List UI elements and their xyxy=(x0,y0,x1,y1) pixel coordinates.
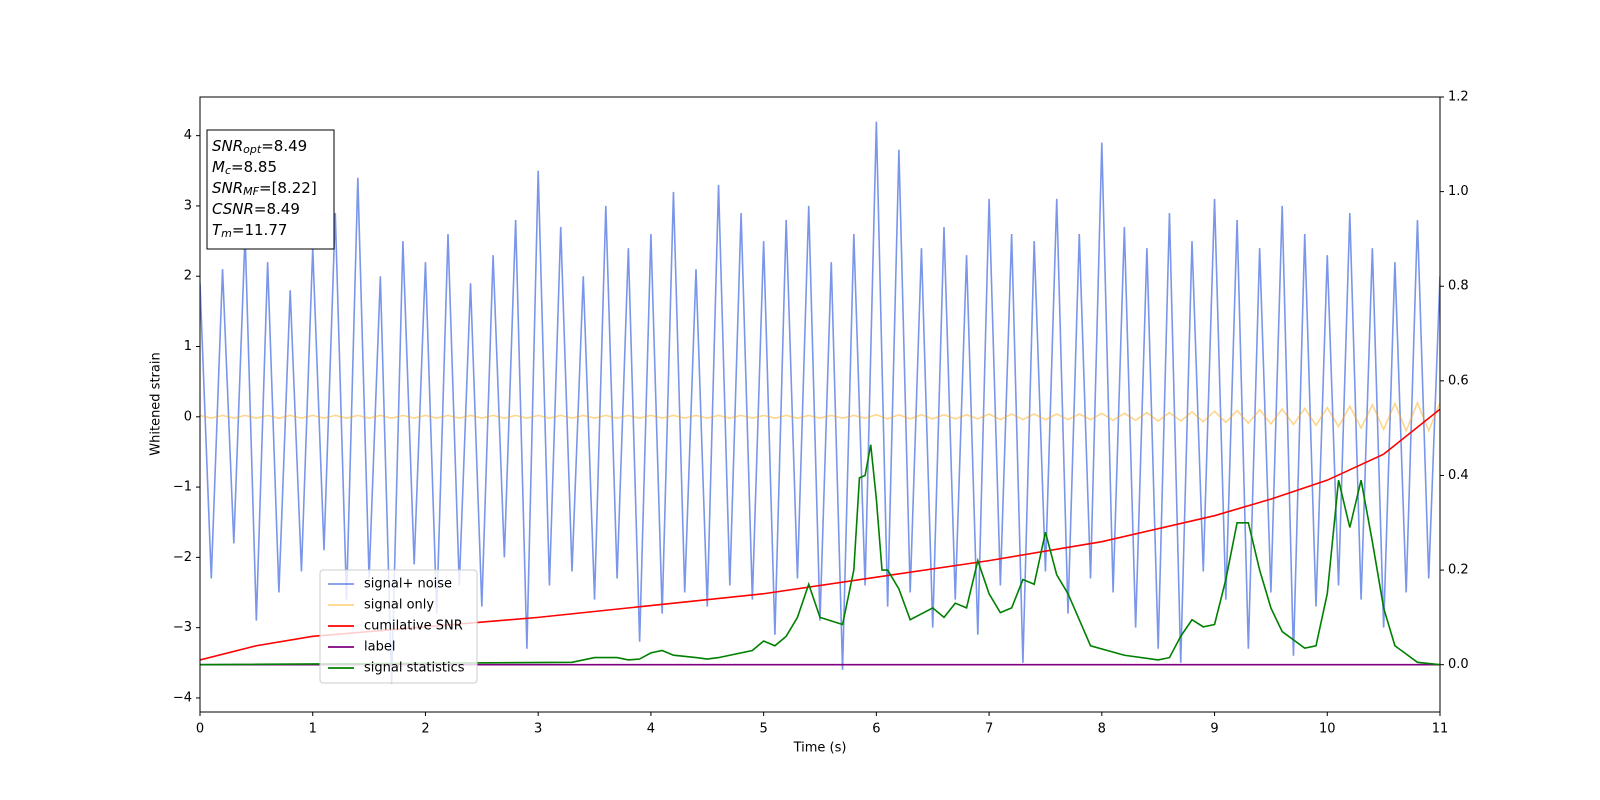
series-line xyxy=(200,444,1440,666)
legend-label: signal+ noise xyxy=(364,577,452,592)
annotation-text: =8.49 xyxy=(254,200,300,218)
y2-tick-label: 0.8 xyxy=(1448,279,1469,294)
x-tick-label: 7 xyxy=(985,722,993,737)
x-axis-label: Time (s) xyxy=(793,741,847,756)
y-tick-label: 1 xyxy=(184,339,192,354)
annotation-name: CSNR xyxy=(212,200,254,218)
annotation-sub: m xyxy=(221,227,232,240)
annotation-line: SNRMF=[8.22] xyxy=(212,179,317,199)
annotation-sub: MF xyxy=(243,185,259,198)
annotation-text: =8.85 xyxy=(231,158,277,176)
annotation-box xyxy=(206,129,335,250)
legend-box xyxy=(319,569,478,684)
y-tick-label: −3 xyxy=(173,620,192,635)
annotation-name: SNR xyxy=(212,137,243,155)
y2-tick-label: 0.4 xyxy=(1448,468,1469,483)
y2-tick-label: 0.6 xyxy=(1448,373,1469,388)
x-tick-label: 10 xyxy=(1319,722,1336,737)
y2-tick-label: 0.2 xyxy=(1448,563,1469,578)
legend-label: label xyxy=(364,640,395,655)
y-tick-label: 2 xyxy=(184,269,192,284)
annotation-sub: opt xyxy=(243,143,262,156)
y-tick-label: 0 xyxy=(184,409,192,424)
annotation-text: =11.77 xyxy=(232,221,288,239)
annotation-text: =[8.22] xyxy=(259,179,317,197)
annotation-name: T xyxy=(212,221,223,239)
x-tick-label: 8 xyxy=(1098,722,1106,737)
y-axis-label: Whitened strain xyxy=(149,352,164,455)
annotation-name: M xyxy=(212,158,225,176)
legend-label: cumilative SNR xyxy=(364,619,463,634)
x-tick-label: 5 xyxy=(759,722,767,737)
x-tick-label: 4 xyxy=(647,722,655,737)
annotation-sub: c xyxy=(225,164,231,177)
annotation-text: =8.49 xyxy=(261,137,307,155)
y-tick-label: 3 xyxy=(184,198,192,213)
annotation-line: SNRopt=8.49 xyxy=(212,137,307,157)
annotation-line: CSNR=8.49 xyxy=(212,200,300,218)
annotation-name: SNR xyxy=(212,179,243,197)
plot-frame xyxy=(199,96,1441,713)
legend-label: signal only xyxy=(364,598,434,613)
y2-tick-label: 1.2 xyxy=(1448,90,1469,105)
x-tick-label: 1 xyxy=(309,722,317,737)
x-tick-label: 3 xyxy=(534,722,542,737)
y2-tick-label: 0.0 xyxy=(1448,657,1469,672)
series-line xyxy=(200,121,1440,684)
legend-label: signal statistics xyxy=(364,661,465,676)
x-tick-label: 6 xyxy=(872,722,880,737)
y2-tick-label: 1.0 xyxy=(1448,184,1469,199)
annotation-line: Tm=11.77 xyxy=(212,221,287,241)
annotation-line: Mc=8.85 xyxy=(212,158,277,178)
x-tick-label: 11 xyxy=(1432,722,1449,737)
y-tick-label: −1 xyxy=(173,480,192,495)
x-tick-label: 2 xyxy=(421,722,429,737)
y-tick-label: −2 xyxy=(173,550,192,565)
x-tick-label: 9 xyxy=(1210,722,1218,737)
x-tick-label: 0 xyxy=(196,722,204,737)
series-line xyxy=(200,400,1440,434)
y-tick-label: −4 xyxy=(173,690,192,705)
y-tick-label: 4 xyxy=(184,128,192,143)
